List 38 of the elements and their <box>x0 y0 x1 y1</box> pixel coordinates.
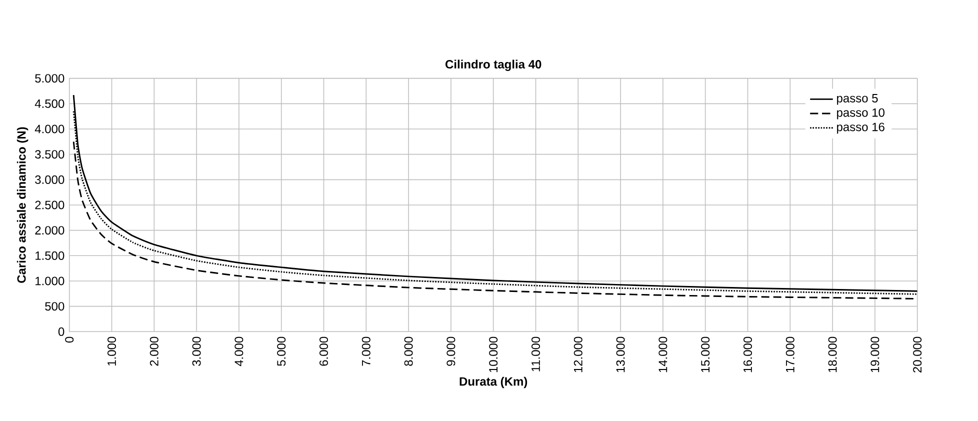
x-tick-label: 7.000 <box>362 336 370 366</box>
x-tick-label: 3.000 <box>192 336 201 366</box>
y-axis-title: Carico assiale dinamico (N) <box>16 127 28 283</box>
y-tick-label: 0 <box>58 327 64 336</box>
x-tick-label: 16.000 <box>743 336 752 372</box>
y-tick-label: 1.500 <box>36 251 64 260</box>
x-axis-title: Durata (Km) <box>460 376 528 388</box>
x-tick-label: 15.000 <box>701 336 710 372</box>
x-tick-label: 11.000 <box>531 336 540 372</box>
y-tick-label: 3.500 <box>35 150 64 159</box>
x-tick-label: 17.000 <box>786 336 794 372</box>
x-tick-label: 13.000 <box>616 336 625 372</box>
x-tick-label: 6.000 <box>319 336 328 366</box>
legend-label: passo 16 <box>837 122 884 134</box>
x-tick-label: 20.000 <box>913 336 922 372</box>
y-tick-label: 2.500 <box>35 200 64 210</box>
x-tick-label: 9.000 <box>446 336 456 366</box>
y-tick-label: 4.500 <box>34 99 64 108</box>
x-tick-label: 0 <box>65 336 74 343</box>
chart-title: Cilindro taglia 40 <box>446 60 542 71</box>
x-tick-label: 14.000 <box>658 336 668 372</box>
x-tick-label: 18.000 <box>828 336 837 372</box>
y-tick-label: 500 <box>45 302 64 311</box>
x-tick-label: 8.000 <box>404 336 413 366</box>
y-tick-label: 4.000 <box>34 124 64 134</box>
y-tick-label: 1.000 <box>36 276 64 286</box>
x-tick-label: 19.000 <box>870 336 880 372</box>
legend-label: passo 5 <box>837 94 878 105</box>
x-tick-label: 12.000 <box>574 336 582 372</box>
y-tick-label: 5.000 <box>35 74 64 83</box>
x-tick-label: 2.000 <box>150 336 158 366</box>
x-tick-label: 4.000 <box>234 336 244 366</box>
x-tick-label: 1.000 <box>107 336 116 366</box>
x-tick-label: 5.000 <box>277 336 286 366</box>
legend-label: passo 10 <box>837 108 884 120</box>
y-tick-label: 3.000 <box>35 175 64 184</box>
y-tick-label: 2.000 <box>35 226 64 235</box>
x-tick-label: 10.000 <box>489 336 498 372</box>
